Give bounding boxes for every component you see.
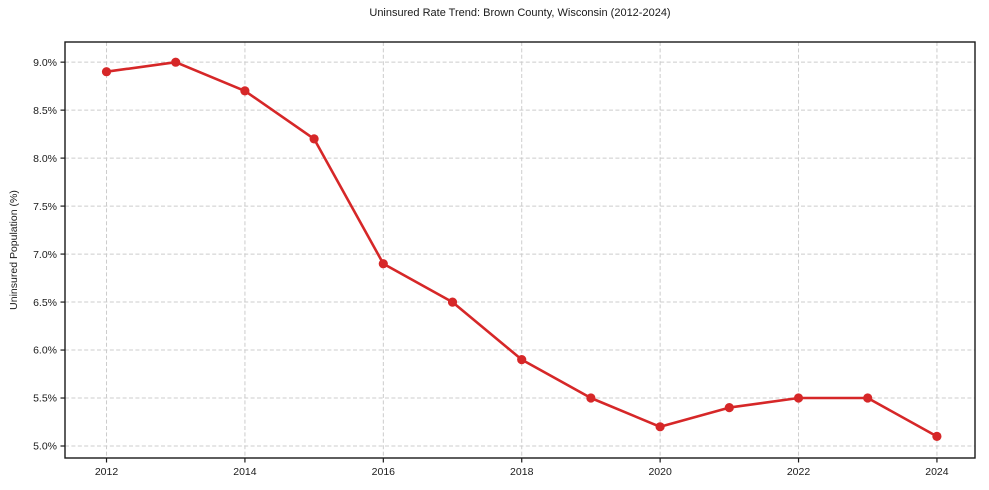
data-point <box>793 393 804 403</box>
data-point <box>863 393 873 403</box>
y-tick-label: 6.5% <box>33 297 57 309</box>
x-tick-label: 2016 <box>372 466 396 478</box>
data-point <box>517 355 527 365</box>
data-point <box>378 259 388 269</box>
y-tick-label: 6.0% <box>33 345 57 357</box>
data-point <box>240 86 250 96</box>
x-tick-label: 2018 <box>510 466 534 478</box>
y-tick-label: 9.0% <box>33 57 57 69</box>
x-tick-label: 2024 <box>925 466 949 478</box>
x-tick-label: 2014 <box>233 466 257 478</box>
y-tick-label: 7.5% <box>33 201 57 213</box>
data-point <box>724 403 734 413</box>
chart-title: Uninsured Rate Trend: Brown County, Wisc… <box>369 7 671 19</box>
x-tick-label: 2020 <box>648 466 672 478</box>
data-point <box>586 393 596 403</box>
data-point <box>171 57 181 67</box>
y-tick-label: 8.5% <box>33 105 57 117</box>
y-tick-label: 8.0% <box>33 153 57 165</box>
y-tick-label: 7.0% <box>33 249 57 261</box>
plot-border <box>64 41 976 459</box>
data-point <box>101 67 112 77</box>
x-tick-label: 2012 <box>95 466 119 478</box>
y-tick-label: 5.5% <box>33 393 57 405</box>
y-tick-label: 5.0% <box>33 441 57 453</box>
data-point <box>932 431 942 441</box>
data-point <box>655 422 665 432</box>
data-point <box>447 297 458 307</box>
data-point <box>309 134 319 144</box>
y-axis-label: Uninsured Population (%) <box>8 190 20 310</box>
x-tick-label: 2022 <box>787 466 811 478</box>
